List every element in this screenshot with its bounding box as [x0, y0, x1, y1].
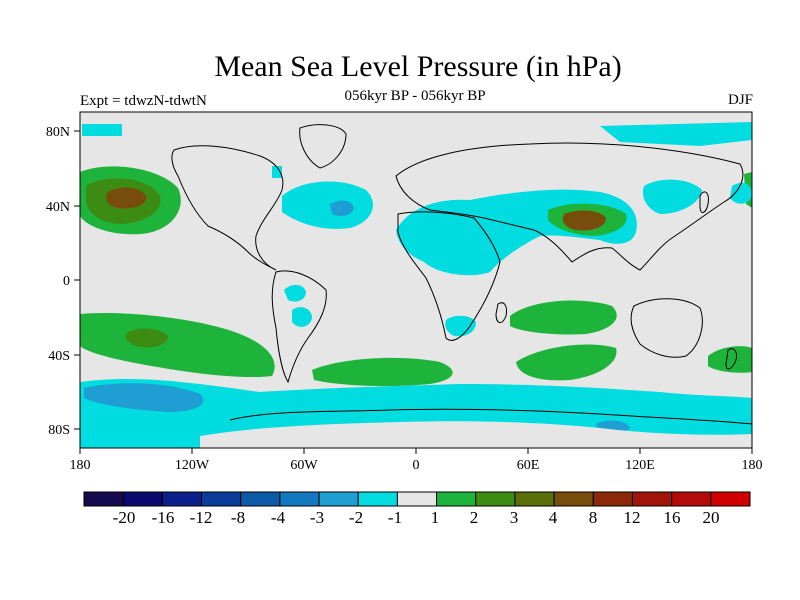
lon-label-120w: 120W [175, 458, 210, 473]
colorbar-box-15 [631, 491, 673, 507]
colorbar-box-7 [318, 491, 359, 507]
fill-japan-cyan [730, 182, 752, 204]
cb-label-9: 1 [431, 508, 440, 527]
experiment-label: Expt = tdwzN-tdwtN [80, 93, 207, 109]
colorbar-box-6 [279, 491, 320, 507]
colorbar-box-10 [436, 491, 477, 507]
coast-japan [699, 191, 709, 213]
fill-sindian-green [510, 300, 617, 335]
cb-label-5: -4 [271, 508, 286, 527]
fill-nz-green [708, 346, 752, 373]
cb-label-16: 20 [703, 508, 720, 527]
pressure-anomaly-fills [80, 122, 752, 448]
lon-label-120e: 120E [625, 458, 655, 473]
fill-spacific-olive [126, 328, 168, 348]
coast-australia [630, 298, 703, 358]
colorbar-box-2 [122, 491, 163, 507]
lon-label-180e: 180 [742, 458, 763, 473]
fill-sindian-green2 [516, 344, 617, 381]
colorbar-box-16 [671, 491, 712, 507]
map-title: Mean Sea Level Pressure (in hPa) [214, 50, 622, 83]
cb-label-2: -16 [152, 508, 175, 527]
cb-label-10: 2 [470, 508, 479, 527]
coast-antarctica [229, 408, 753, 425]
fill-eurasia-brown [562, 210, 606, 231]
lon-axis [79, 448, 753, 454]
fill-natlantic-cyan [282, 181, 373, 229]
colorbar-box-3 [161, 491, 203, 507]
season-label: DJF [727, 92, 753, 108]
map-subtitle: 056kyr BP - 056kyr BP [344, 88, 486, 104]
colorbar-box-11 [475, 491, 516, 507]
fill-npacific-brown [106, 187, 147, 209]
fill-southern-ocean-blue [84, 383, 204, 412]
colorbar-box-14 [592, 491, 633, 507]
fill-safrica-cyan [445, 315, 476, 337]
fill-arctic-east [600, 122, 752, 146]
cb-label-1: -20 [113, 508, 136, 527]
cb-label-4: -8 [231, 508, 245, 527]
cb-label-13: 8 [589, 508, 598, 527]
colorbar-box-5 [240, 491, 281, 507]
coast-madagascar [495, 302, 507, 323]
lat-label-80s: 80S [48, 423, 70, 438]
lat-label-40n: 40N [46, 200, 70, 215]
fill-samerica-cyan2 [292, 307, 312, 327]
lat-labels: 80N 40N 0 40S 80S [46, 125, 70, 438]
lon-label-60e: 60E [517, 458, 540, 473]
cb-label-15: 16 [664, 508, 681, 527]
fill-na-small [272, 166, 282, 178]
cb-label-6: -3 [310, 508, 324, 527]
coast-south-america [271, 270, 327, 384]
coast-north-america [171, 145, 284, 271]
lon-label-180w: 180 [70, 458, 91, 473]
colorbar [83, 491, 751, 507]
coast-new-zealand [725, 348, 737, 370]
lat-label-40s: 40S [48, 349, 70, 364]
cb-label-7: -2 [349, 508, 363, 527]
fill-spacific-green [80, 312, 275, 378]
colorbar-box-17 [710, 491, 751, 507]
fill-antarctic-grey [200, 421, 752, 448]
colorbar-labels: -20 -16 -12 -8 -4 -3 -2 -1 1 2 3 4 8 12 … [113, 508, 720, 527]
coast-africa [397, 211, 501, 341]
map-panel [79, 111, 753, 449]
cb-label-12: 4 [549, 508, 558, 527]
fill-arctic-west [82, 124, 122, 136]
colorbar-box-1 [83, 491, 124, 507]
lon-labels: 180 120W 60W 0 60E 120E 180 [70, 458, 763, 473]
colorbar-box-12 [514, 491, 555, 507]
coastlines [171, 124, 753, 425]
colorbar-box-13 [553, 491, 594, 507]
lat-label-0: 0 [63, 274, 70, 289]
cb-label-3: -12 [190, 508, 213, 527]
cb-label-8: -1 [388, 508, 402, 527]
fill-satlantic-green [312, 357, 453, 387]
coast-europe-asia [395, 142, 744, 271]
fill-east-asia-cyan [642, 179, 702, 214]
coast-greenland [299, 124, 347, 169]
fill-natlantic-blue [330, 200, 354, 216]
colorbar-box-8 [357, 491, 398, 507]
lon-label-60w: 60W [290, 458, 318, 473]
lat-axis [74, 130, 80, 430]
colorbar-box-4 [201, 491, 242, 507]
fill-samerica-cyan [284, 284, 306, 302]
cb-label-11: 3 [510, 508, 519, 527]
cb-label-14: 12 [624, 508, 641, 527]
lon-label-0: 0 [413, 458, 420, 473]
colorbar-box-9 [396, 491, 438, 507]
lat-label-80n: 80N [46, 125, 70, 140]
